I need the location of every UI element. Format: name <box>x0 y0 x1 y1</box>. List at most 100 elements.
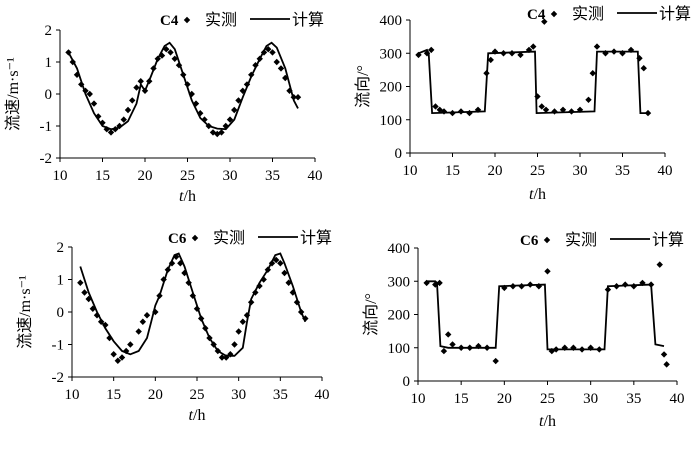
observed-point <box>613 283 620 290</box>
observed-point <box>428 46 435 54</box>
x-tick-label: 30 <box>583 391 598 407</box>
observed-point <box>69 58 76 66</box>
observed-point <box>440 108 448 115</box>
observed-point <box>281 269 288 277</box>
observed-point <box>264 266 272 273</box>
computed-series-line <box>67 41 299 131</box>
observed-point <box>273 58 280 66</box>
observed-point <box>525 46 533 54</box>
observed-point <box>260 49 268 56</box>
observed-point <box>297 308 305 316</box>
observed-point <box>551 108 558 115</box>
x-tick-label: 10 <box>53 168 68 184</box>
observed-point <box>118 354 126 361</box>
computed-series-line <box>426 280 665 351</box>
x-tick-label: 40 <box>670 391 685 407</box>
observed-point <box>116 122 123 130</box>
observed-point <box>99 119 106 126</box>
x-tick-label: 25 <box>180 168 195 184</box>
observed-point <box>644 109 652 117</box>
observed-point <box>552 346 560 353</box>
y-tick-label: 400 <box>380 13 403 29</box>
observed-point <box>201 116 208 123</box>
observed-point <box>449 341 456 348</box>
y-tick-label: 2 <box>57 240 65 256</box>
observed-point <box>222 354 230 361</box>
x-tick-label: 35 <box>265 168 280 184</box>
observed-point <box>640 65 647 72</box>
observed-point <box>227 351 234 358</box>
observed-point <box>487 56 494 64</box>
observed-point <box>415 51 422 59</box>
observed-point <box>466 109 473 117</box>
observed-point <box>77 279 84 286</box>
observed-point <box>175 62 183 69</box>
y-tick-label: 400 <box>388 241 411 257</box>
observed-point <box>89 305 97 312</box>
y-axis-title: 流向/° <box>362 293 380 336</box>
observed-point <box>192 100 200 107</box>
observed-point <box>86 90 93 98</box>
observed-point <box>440 347 448 355</box>
observed-point <box>156 292 163 299</box>
y-tick-label: 0 <box>395 146 403 162</box>
observed-point <box>527 281 534 288</box>
x-axis-title: t/h <box>539 413 556 430</box>
observed-point <box>630 283 638 290</box>
observed-point <box>197 110 204 117</box>
observed-point <box>73 71 81 78</box>
x-tick-label: 35 <box>626 391 641 407</box>
legend-observed-marker <box>550 10 558 18</box>
observed-point <box>282 74 289 82</box>
observed-point <box>90 100 98 107</box>
observed-point <box>568 108 575 115</box>
observed-point <box>181 269 188 277</box>
observed-point <box>265 46 272 53</box>
observed-point <box>122 347 130 355</box>
x-tick-label: 35 <box>273 387 288 403</box>
y-tick-label: -1 <box>40 119 53 135</box>
observed-point <box>457 108 465 115</box>
x-tick-label: 30 <box>231 387 246 403</box>
observed-point <box>112 126 119 133</box>
observed-point <box>205 122 212 130</box>
observed-point <box>585 96 592 103</box>
observed-point <box>180 71 187 78</box>
observed-point <box>535 283 543 290</box>
observed-point <box>146 78 153 85</box>
x-tick-label: 15 <box>95 168 110 184</box>
observed-point <box>110 351 117 358</box>
y-tick-label: 2 <box>45 23 53 39</box>
y-tick-label: 0 <box>403 374 411 390</box>
observed-point <box>214 347 222 355</box>
x-tick-label: 40 <box>315 387 330 403</box>
observed-point <box>152 308 159 316</box>
observed-point <box>167 49 174 56</box>
x-tick-label: 20 <box>497 391 512 407</box>
computed-series-line <box>418 48 648 115</box>
observed-point <box>239 87 246 94</box>
y-tick-label: 100 <box>380 113 403 129</box>
observed-point <box>231 106 238 114</box>
observed-point <box>252 289 259 296</box>
y-tick-label: 1 <box>57 273 65 289</box>
observed-point <box>193 305 201 312</box>
observed-point <box>602 50 609 57</box>
legend-observed-label: 实测 <box>572 5 604 23</box>
panel-c6-speed: 10 15 20 25 30 35 40 -2 -1 0 1 2 t/h 流速/m·s⁻¹ C6 实测 计算 <box>16 228 332 424</box>
observed-point <box>492 357 499 365</box>
observed-point <box>541 18 548 25</box>
observed-point <box>243 81 251 88</box>
observed-point <box>222 122 229 130</box>
observed-point <box>500 50 507 57</box>
observed-point <box>423 279 430 287</box>
observed-point <box>65 49 72 56</box>
observed-point <box>570 344 577 351</box>
observed-point <box>209 129 217 136</box>
observed-point <box>197 315 205 322</box>
observed-point <box>663 361 670 368</box>
observed-point <box>141 87 149 94</box>
observed-point <box>106 334 113 342</box>
observed-point <box>561 344 568 351</box>
